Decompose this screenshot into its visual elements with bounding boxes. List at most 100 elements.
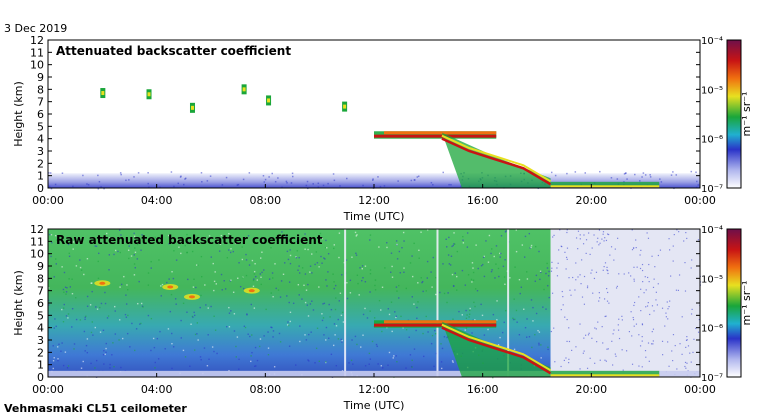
noise-dot (686, 362, 688, 364)
noise-dot (295, 256, 297, 258)
x-tick-label: 16:00 (467, 383, 499, 396)
noise-dot (395, 316, 397, 319)
noise-dot (454, 243, 456, 245)
noise-dot (290, 182, 293, 184)
noise-dot (372, 178, 374, 180)
noise-dot (604, 359, 606, 361)
noise-dot (416, 176, 419, 178)
noise-dot (469, 307, 471, 310)
noise-dot (104, 302, 107, 305)
noise-dot (526, 271, 528, 273)
noise-dot (575, 279, 577, 281)
y-tick-label: 6 (37, 108, 44, 121)
noise-dot (667, 341, 669, 343)
noise-dot (597, 321, 599, 323)
noise-dot (341, 274, 343, 276)
low-cloud-core (550, 374, 660, 377)
noise-dot (268, 176, 270, 178)
noise-dot (539, 270, 542, 272)
noise-dot (200, 294, 202, 297)
noise-dot (97, 174, 99, 177)
noise-dot (322, 184, 325, 187)
noise-dot (583, 234, 585, 236)
noise-dot (147, 284, 150, 286)
noise-dot (97, 277, 100, 280)
noise-dot (71, 292, 74, 295)
cloud-patch-core (267, 98, 271, 103)
noise-dot (523, 256, 526, 258)
noise-dot (575, 237, 578, 239)
noise-dot (140, 322, 142, 325)
noise-dot (396, 258, 399, 260)
noise-dot (580, 283, 582, 285)
noise-dot (448, 183, 450, 186)
noise-dot (259, 338, 262, 340)
noise-dot (124, 313, 127, 316)
noise-dot (618, 273, 620, 275)
noise-dot (432, 256, 434, 259)
noise-dot (568, 362, 570, 364)
noise-dot (333, 179, 336, 182)
noise-dot (492, 313, 495, 316)
noise-dot (64, 351, 67, 353)
noise-dot (321, 262, 323, 264)
noise-dot (605, 360, 607, 362)
noise-dot (237, 277, 239, 279)
noise-dot (127, 289, 129, 291)
noise-dot (579, 234, 581, 236)
noise-dot (538, 250, 540, 253)
noise-dot (235, 345, 237, 348)
x-tick-label: 00:00 (32, 194, 64, 207)
noise-dot (447, 254, 450, 256)
noise-dot (114, 310, 116, 312)
noise-dot (598, 229, 601, 231)
noise-dot (289, 262, 292, 265)
noise-dot (420, 277, 422, 279)
noise-dot (550, 270, 553, 272)
noise-dot (126, 332, 129, 335)
noise-dot (559, 229, 561, 231)
noise-dot (89, 304, 92, 306)
noise-dot (230, 310, 232, 312)
noise-dot (150, 260, 152, 263)
noise-dot (157, 358, 160, 360)
noise-dot (699, 281, 702, 283)
noise-dot (539, 278, 541, 281)
noise-dot (585, 334, 587, 336)
noise-dot (326, 285, 328, 287)
noise-dot (340, 314, 343, 317)
y-tick-label: 3 (37, 145, 44, 158)
noise-dot (215, 283, 217, 285)
noise-dot (371, 340, 374, 343)
y-tick-label: 8 (37, 83, 44, 96)
noise-dot (150, 349, 152, 352)
noise-dot (414, 179, 416, 181)
noise-dot (260, 283, 262, 286)
noise-dot (306, 304, 309, 306)
noise-dot (270, 292, 272, 294)
noise-dot (342, 321, 345, 323)
noise-dot (505, 230, 507, 232)
noise-dot (661, 307, 664, 309)
noise-dot (358, 294, 360, 296)
noise-dot (638, 334, 640, 336)
noise-dot (474, 305, 476, 308)
noise-dot (678, 274, 681, 276)
noise-dot (160, 295, 162, 297)
noise-dot (292, 302, 295, 305)
noise-dot (260, 276, 262, 278)
noise-dot (172, 277, 175, 280)
noise-dot (678, 231, 680, 233)
noise-dot (537, 329, 539, 332)
noise-dot (260, 257, 262, 259)
noise-dot (666, 301, 668, 303)
noise-dot (99, 306, 101, 309)
noise-dot (334, 334, 336, 336)
noise-dot (295, 256, 298, 259)
noise-dot (468, 316, 470, 318)
noise-dot (376, 345, 378, 348)
cloud-base-line (441, 326, 552, 375)
noise-dot (632, 319, 635, 321)
noise-dot (551, 292, 554, 294)
noise-dot (164, 348, 166, 350)
